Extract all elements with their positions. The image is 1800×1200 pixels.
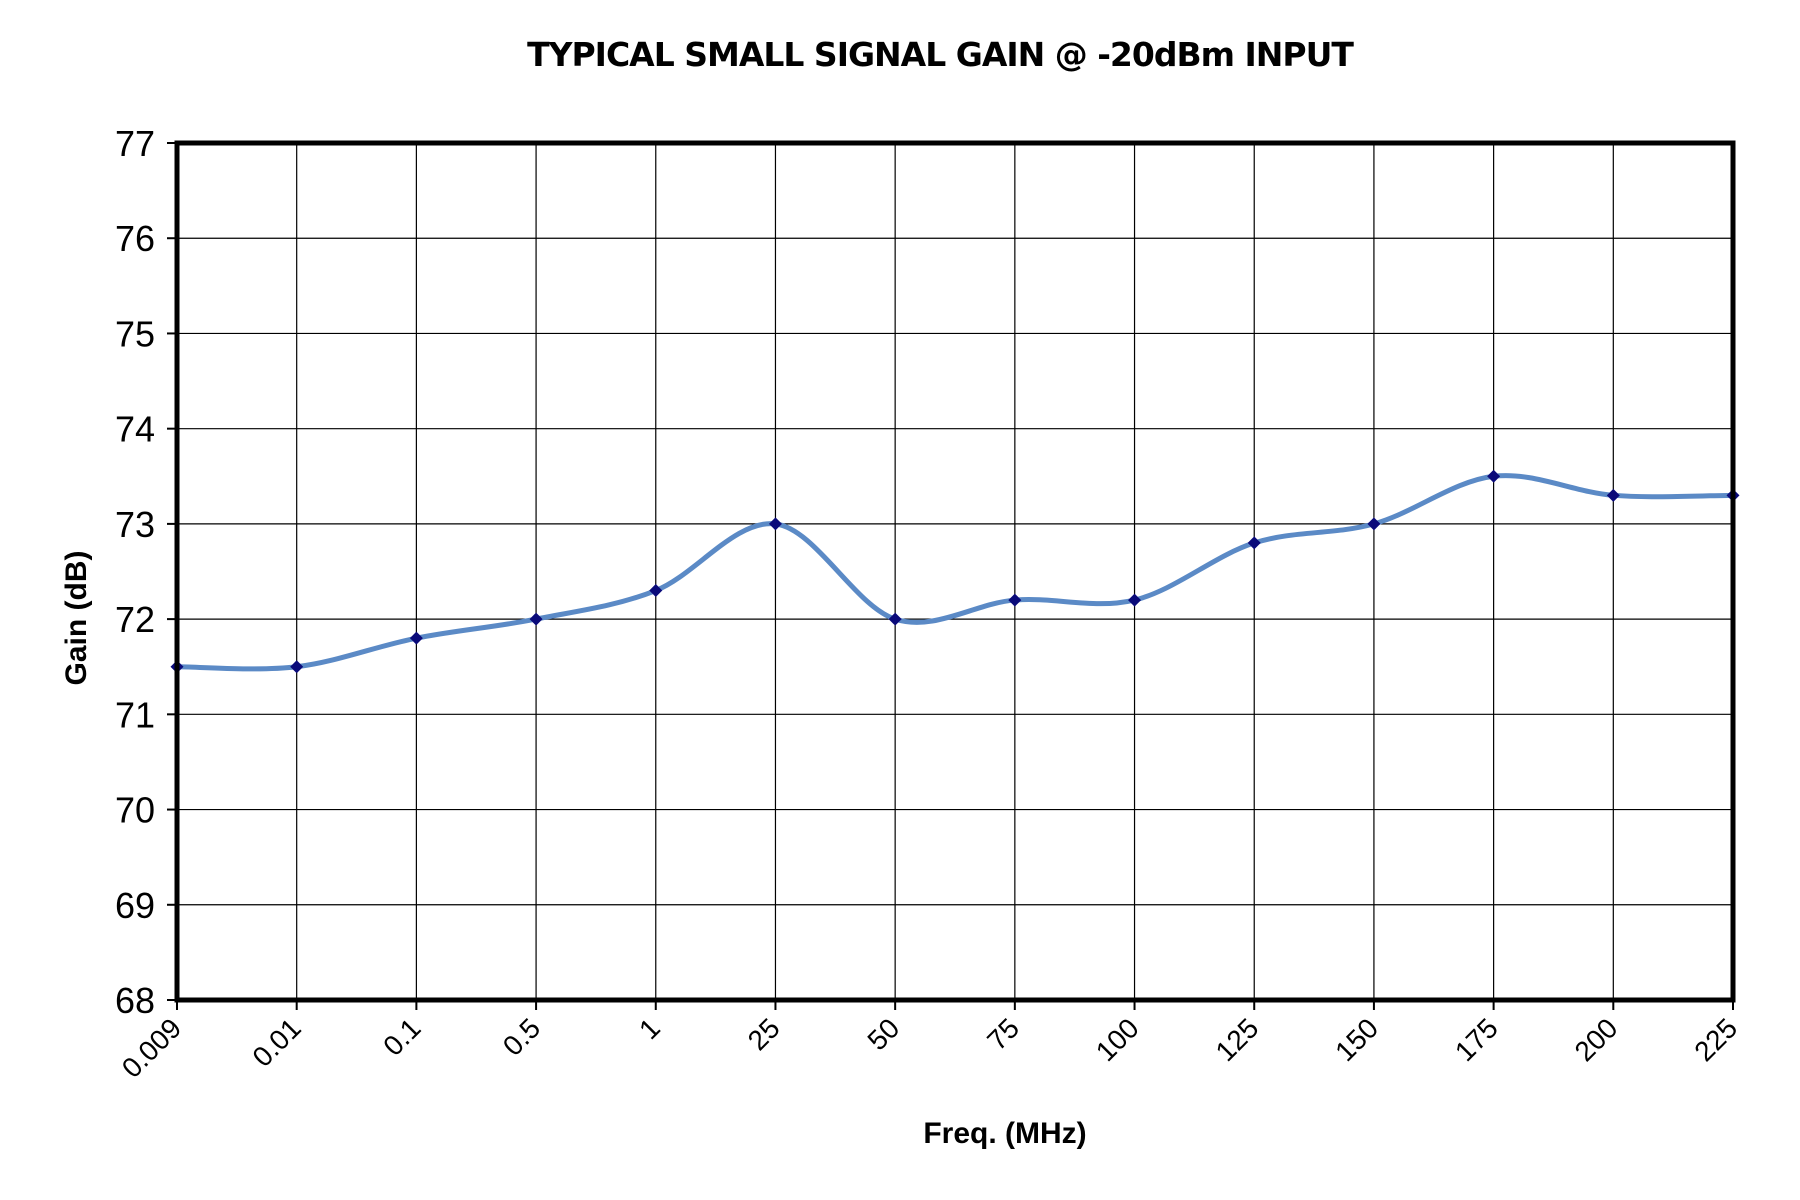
data-point-marker <box>1487 469 1501 483</box>
chart-title: TYPICAL SMALL SIGNAL GAIN @ -20dBm INPUT <box>527 35 1354 74</box>
x-tick-label: 175 <box>1449 1012 1504 1067</box>
x-tick-label: 1 <box>633 1012 666 1045</box>
x-tick-label: 25 <box>742 1012 786 1056</box>
data-point-marker <box>1128 593 1142 607</box>
x-tick-label: 75 <box>981 1012 1025 1056</box>
y-tick-label: 77 <box>115 123 155 164</box>
y-tick-label: 72 <box>115 599 155 640</box>
x-tick-label: 0.1 <box>377 1012 426 1061</box>
grid <box>177 143 1733 1000</box>
y-tick-label: 73 <box>115 504 155 545</box>
x-tick-label: 50 <box>861 1012 905 1056</box>
y-tick-label: 76 <box>115 218 155 259</box>
data-point-marker <box>1247 536 1261 550</box>
y-tick-label: 70 <box>115 790 155 831</box>
data-point-marker <box>409 631 423 645</box>
series-layer <box>170 469 1740 674</box>
data-point-marker <box>888 612 902 626</box>
y-tick-label: 75 <box>115 313 155 354</box>
data-point-marker <box>529 612 543 626</box>
data-point-marker <box>1367 517 1381 531</box>
data-point-marker <box>290 660 304 674</box>
x-tick-label: 100 <box>1090 1012 1145 1067</box>
data-point-marker <box>1606 488 1620 502</box>
x-tick-label: 150 <box>1329 1012 1384 1067</box>
x-axis: 0.009 0.01 0.1 0.5 1 25 50 75 100 125 150 175 200 225 <box>116 1000 1743 1084</box>
y-tick-label: 68 <box>115 980 155 1021</box>
data-point-marker <box>1008 593 1022 607</box>
y-axis-label: Gain (dB) <box>60 551 93 686</box>
data-point-marker <box>768 517 782 531</box>
series-line <box>174 473 1736 672</box>
x-tick-label: 200 <box>1569 1012 1624 1067</box>
y-tick-label: 69 <box>115 885 155 926</box>
x-tick-label: 0.5 <box>497 1012 546 1061</box>
y-axis: 68 69 70 71 72 73 74 75 76 77 <box>115 123 177 1021</box>
y-tick-label: 74 <box>115 409 155 450</box>
y-tick-label: 71 <box>115 694 155 735</box>
x-tick-label: 0.01 <box>246 1012 306 1072</box>
data-point-marker <box>649 584 663 598</box>
x-axis-label: Freq. (MHz) <box>923 1117 1086 1150</box>
x-tick-label: 125 <box>1210 1012 1265 1067</box>
x-tick-label: 225 <box>1688 1012 1743 1067</box>
x-tick-label: 0.009 <box>116 1012 187 1083</box>
plot-area-border <box>174 140 1736 1003</box>
